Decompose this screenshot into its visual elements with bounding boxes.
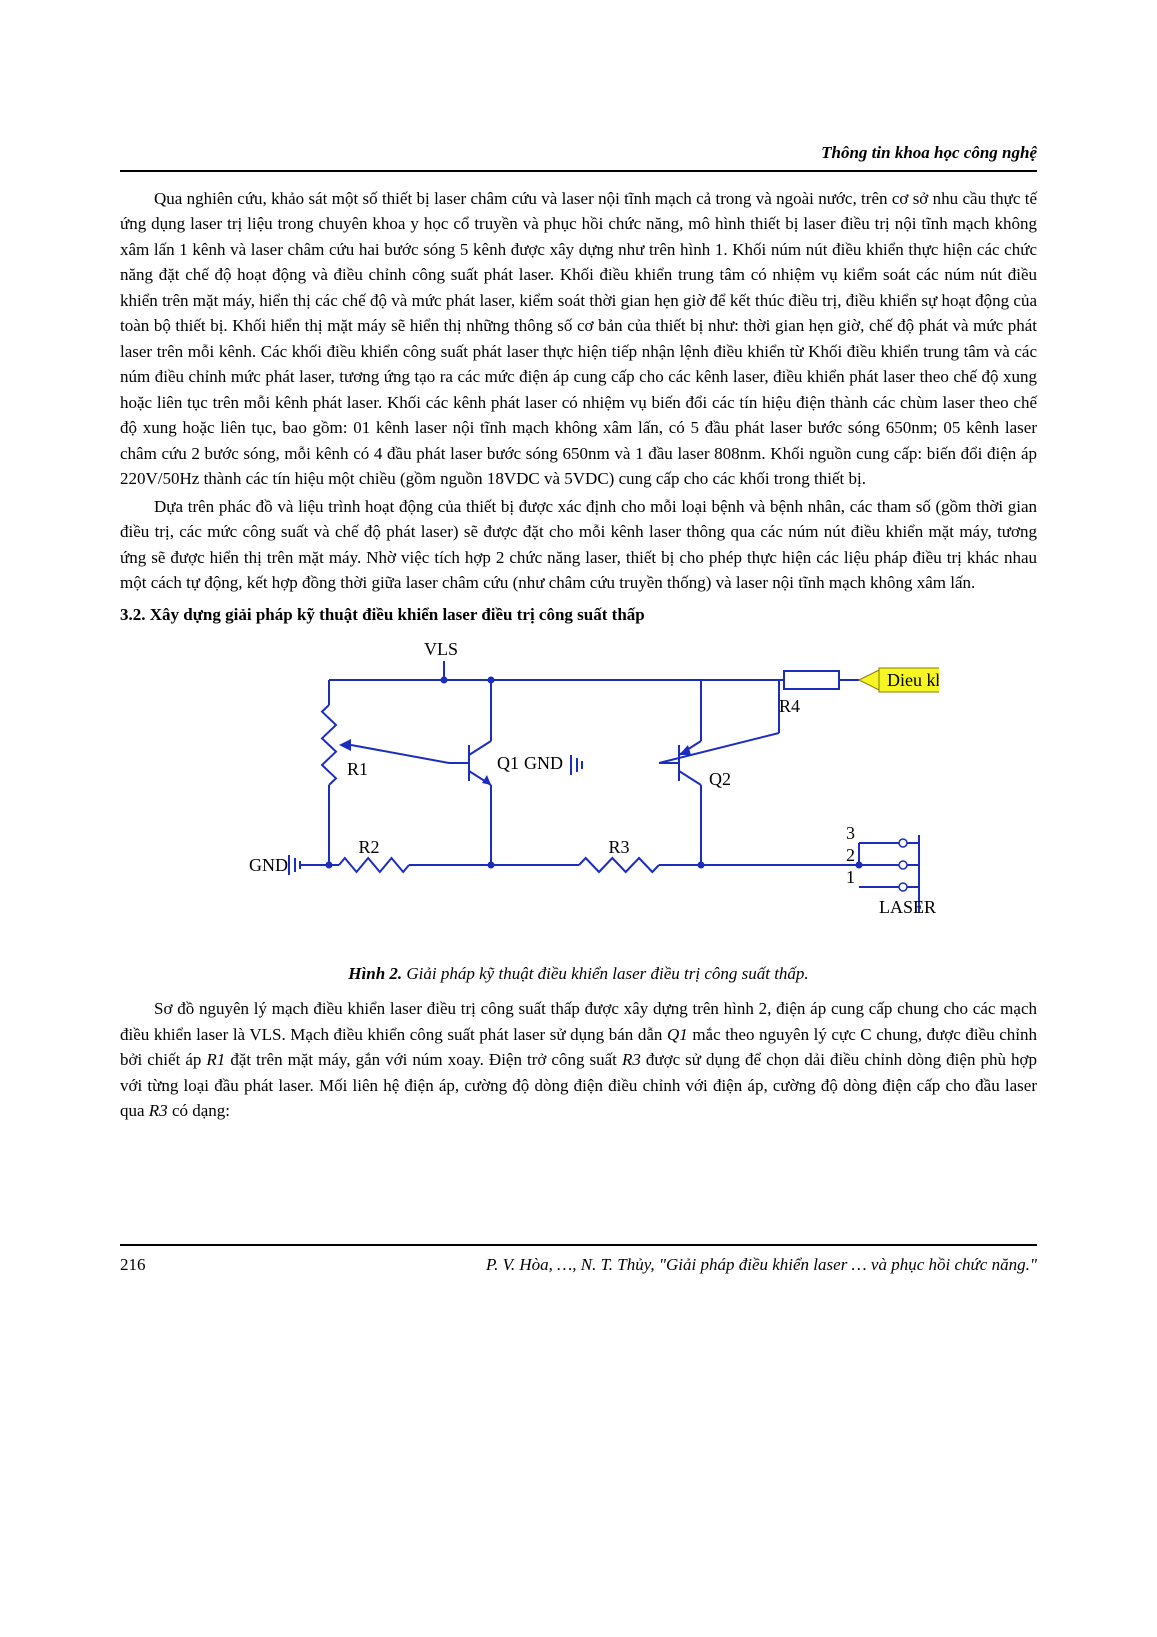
svg-text:LASER: LASER	[879, 897, 936, 917]
svg-text:Q1: Q1	[497, 753, 519, 773]
running-title: Thông tin khoa học công nghệ	[821, 143, 1037, 162]
svg-text:R2: R2	[358, 837, 379, 857]
svg-text:2: 2	[846, 845, 855, 865]
var-r1: R1	[206, 1050, 225, 1069]
running-header: Thông tin khoa học công nghệ	[120, 140, 1037, 172]
figure-label: Hình 2.	[348, 964, 402, 983]
svg-text:R3: R3	[608, 837, 629, 857]
svg-text:R4: R4	[779, 696, 800, 716]
quote-open: "	[659, 1255, 666, 1274]
svg-text:3: 3	[846, 823, 855, 843]
citation-title: Giải pháp điều khiển laser … và phục hồi…	[666, 1255, 1030, 1274]
svg-text:Q2: Q2	[709, 769, 731, 789]
paragraph-3: Sơ đồ nguyên lý mạch điều khiển laser đi…	[120, 996, 1037, 1124]
figure-caption-text: Giải pháp kỹ thuật điều khiển laser điều…	[402, 964, 809, 983]
citation-authors: P. V. Hòa, …, N. T. Thủy,	[486, 1255, 659, 1274]
svg-text:GND: GND	[249, 855, 288, 875]
var-r3a: R3	[622, 1050, 641, 1069]
paragraph-1: Qua nghiên cứu, khảo sát một số thiết bị…	[120, 186, 1037, 492]
page-footer: 216 P. V. Hòa, …, N. T. Thủy, "Giải pháp…	[120, 1244, 1037, 1278]
var-q1: Q1	[667, 1025, 688, 1044]
var-r3b: R3	[149, 1101, 168, 1120]
paragraph-2: Dựa trên phác đồ và liệu trình hoạt động…	[120, 494, 1037, 596]
p3-post: có dạng:	[168, 1101, 230, 1120]
svg-text:VLS: VLS	[423, 639, 457, 659]
figure-2-caption: Hình 2. Giải pháp kỹ thuật điều khiển la…	[120, 961, 1037, 987]
circuit-diagram: VLSR1Q1GNDGNDR2R3Dieu khienR4Q2321LASER	[219, 635, 939, 945]
svg-text:GND: GND	[524, 753, 563, 773]
footer-citation: P. V. Hòa, …, N. T. Thủy, "Giải pháp điề…	[486, 1252, 1037, 1278]
page-number: 216	[120, 1252, 146, 1278]
section-heading-3-2: 3.2. Xây dựng giải pháp kỹ thuật điều kh…	[120, 602, 1037, 628]
svg-text:1: 1	[846, 867, 855, 887]
figure-2: VLSR1Q1GNDGNDR2R3Dieu khienR4Q2321LASER	[120, 635, 1037, 953]
svg-text:Dieu khien: Dieu khien	[887, 670, 939, 690]
svg-text:R1: R1	[347, 759, 368, 779]
p3-mid2: đặt trên mặt máy, gắn với núm xoay. Điện…	[225, 1050, 622, 1069]
quote-close: "	[1030, 1255, 1037, 1274]
